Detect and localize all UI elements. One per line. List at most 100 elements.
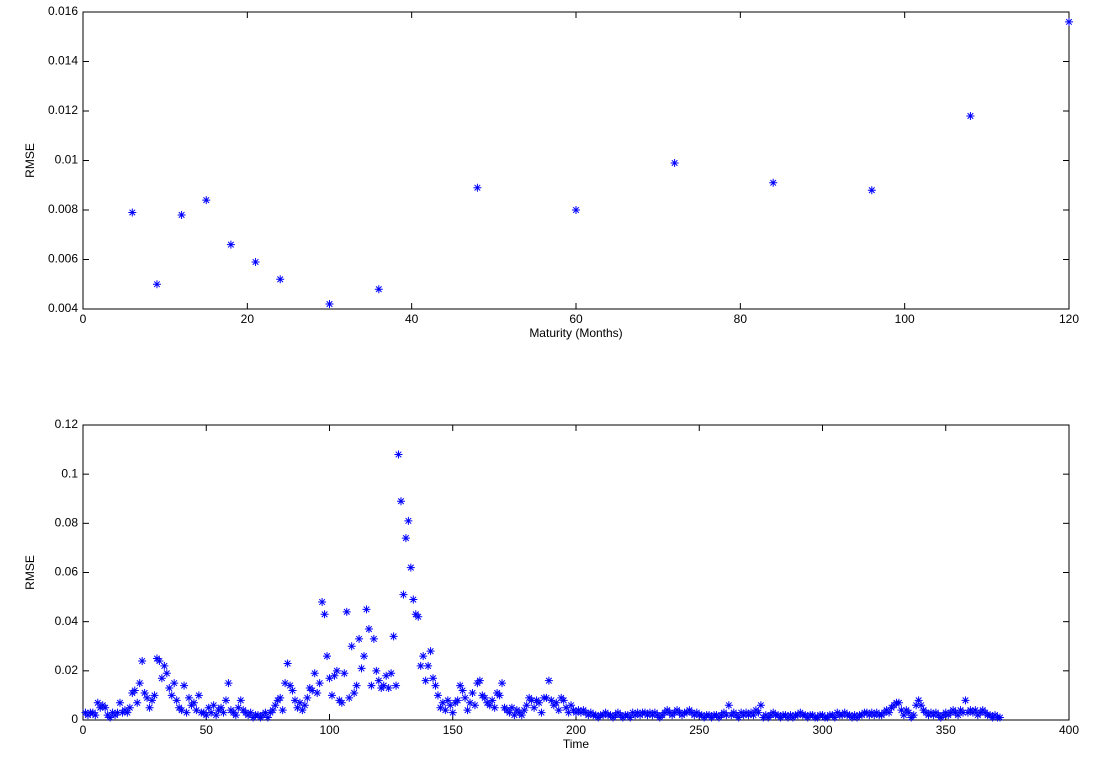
data-point [209, 701, 218, 710]
data-point [217, 703, 226, 712]
data-point [1065, 17, 1073, 26]
data-point [202, 196, 211, 205]
data-point [544, 676, 553, 685]
data-point [261, 708, 270, 717]
data-point [374, 285, 383, 294]
data-point [867, 186, 876, 195]
data-point [724, 701, 733, 710]
data-point [286, 681, 295, 690]
data-point [325, 674, 334, 683]
data-point [276, 275, 285, 284]
data-point [221, 696, 230, 705]
data-point [552, 698, 561, 707]
data-point [505, 708, 514, 717]
data-point [150, 691, 159, 700]
x-tick-label: 400 [1059, 723, 1079, 737]
x-tick-label: 60 [569, 312, 583, 326]
data-point [495, 691, 504, 700]
data-point [436, 703, 445, 712]
y-tick-label: 0.012 [48, 103, 78, 117]
data-point [318, 598, 327, 606]
data-point [231, 711, 240, 720]
data-point [485, 701, 494, 710]
data-point [160, 661, 169, 670]
data-point [416, 661, 425, 670]
data-point [293, 703, 302, 712]
data-point [138, 657, 147, 665]
data-point [754, 708, 763, 717]
data-point [194, 691, 203, 700]
data-point [224, 679, 233, 688]
data-point [904, 708, 913, 717]
data-point [207, 708, 216, 717]
data-point [389, 632, 398, 641]
y-tick-label: 0.006 [48, 252, 78, 266]
data-point [520, 706, 529, 715]
data-point [441, 706, 450, 715]
data-point [182, 708, 191, 717]
data-point [468, 688, 477, 697]
data-point [456, 681, 465, 690]
data-point [562, 703, 571, 712]
x-tick-label: 120 [1059, 312, 1079, 326]
y-tick-label: 0.016 [48, 4, 78, 18]
data-point [530, 703, 539, 712]
data-point [959, 708, 968, 717]
axes-frame [82, 424, 1070, 721]
data-point [564, 708, 573, 717]
data-point [885, 708, 894, 717]
x-tick-label: 80 [734, 312, 748, 326]
data-point [300, 701, 309, 710]
data-point [320, 610, 329, 619]
data-point [374, 676, 383, 685]
data-point [177, 210, 186, 219]
x-tick-label: 0 [80, 312, 87, 326]
data-point [268, 706, 277, 715]
data-point [547, 696, 556, 705]
data-point [463, 706, 472, 715]
y-tick-label: 0.014 [48, 54, 78, 68]
x-tick-label: 50 [200, 723, 214, 737]
data-point [330, 671, 339, 680]
data-point [537, 708, 546, 717]
data-point [155, 657, 164, 665]
data-point [347, 642, 356, 651]
data-point [488, 696, 497, 705]
x-tick-label: 350 [936, 723, 956, 737]
data-point [234, 703, 243, 712]
data-point [429, 674, 438, 683]
x-tick-label: 20 [241, 312, 255, 326]
data-point [212, 711, 221, 720]
y-tick-label: 0.04 [55, 614, 79, 628]
data-point [342, 607, 351, 616]
data-point [143, 693, 152, 702]
data-point [295, 698, 304, 707]
data-point [145, 703, 154, 712]
data-point [327, 691, 336, 700]
data-point [527, 696, 536, 705]
data-point [433, 691, 442, 700]
data-point [325, 300, 334, 309]
data-point [288, 686, 297, 695]
data-point [912, 701, 921, 710]
data-point [394, 450, 403, 459]
data-point [189, 698, 198, 707]
data-point [419, 652, 428, 661]
data-point [204, 703, 213, 712]
data-point [461, 693, 470, 702]
data-point [971, 706, 980, 715]
data-point [401, 534, 410, 543]
data-point [830, 713, 839, 722]
data-point [115, 698, 124, 707]
data-point [337, 698, 346, 707]
data-point [352, 681, 361, 690]
x-tick-label: 40 [405, 312, 419, 326]
data-point [140, 688, 149, 697]
data-point [123, 708, 132, 717]
data-point [510, 711, 519, 720]
data-point [360, 652, 369, 661]
data-point [522, 701, 531, 710]
y-axis-label: RMSE [23, 143, 37, 178]
data-point [399, 590, 408, 599]
